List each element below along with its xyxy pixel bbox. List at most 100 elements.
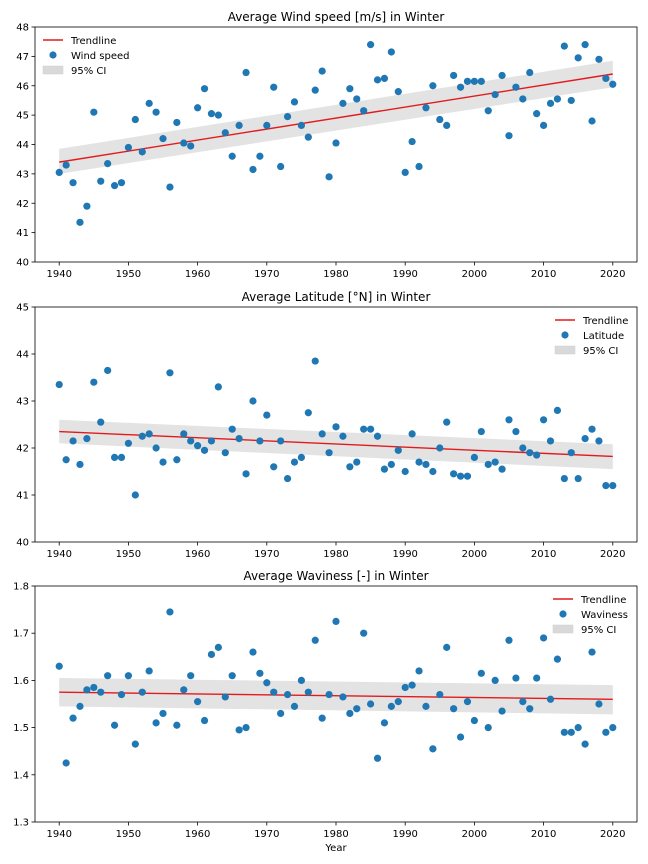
trendline <box>59 691 613 700</box>
data-point <box>166 369 174 377</box>
data-point <box>97 688 105 696</box>
data-point <box>588 117 596 125</box>
data-point <box>519 444 527 452</box>
data-point <box>277 437 285 445</box>
data-point <box>152 108 160 116</box>
data-point <box>207 110 216 118</box>
legend-ci-swatch <box>552 624 574 634</box>
data-point <box>131 740 139 748</box>
data-point <box>463 472 472 480</box>
legend-label-trendline: Trendline <box>70 36 116 47</box>
data-point <box>415 667 423 675</box>
x-tick-label: 2000 <box>462 829 487 840</box>
data-point <box>436 115 444 124</box>
data-point <box>401 683 409 692</box>
data-point <box>602 74 610 83</box>
data-point <box>159 709 167 718</box>
data-point <box>470 716 478 725</box>
data-point <box>574 724 582 732</box>
data-point <box>200 716 209 725</box>
data-point <box>145 430 153 438</box>
data-point <box>373 754 382 762</box>
data-point <box>456 733 465 741</box>
x-tick-label: 1950 <box>116 269 141 280</box>
x-tick-label: 2010 <box>531 829 556 840</box>
data-point <box>242 724 250 732</box>
data-point <box>221 129 229 137</box>
x-tick-label: 1970 <box>254 269 279 280</box>
data-point <box>138 148 146 156</box>
data-point <box>290 98 299 106</box>
data-point <box>304 133 312 141</box>
data-point <box>339 693 347 701</box>
data-point <box>207 437 216 445</box>
data-point <box>456 83 465 91</box>
data-point <box>477 669 485 677</box>
data-point <box>76 218 84 226</box>
data-point <box>228 672 236 680</box>
data-point <box>394 446 402 454</box>
data-point <box>159 135 167 143</box>
data-point <box>422 702 430 710</box>
data-point <box>491 90 499 99</box>
x-tick-label: 1960 <box>185 829 210 840</box>
data-point <box>55 662 63 670</box>
data-point <box>539 634 548 642</box>
wind-speed-chart: Average Wind speed [m/s] in Winter 40 41 4… <box>16 10 638 280</box>
data-point <box>339 99 347 107</box>
data-point <box>124 672 133 680</box>
data-point <box>194 698 202 706</box>
data-point <box>512 674 520 682</box>
legend-points-swatch <box>561 331 569 339</box>
data-point <box>83 686 91 694</box>
data-point <box>249 648 257 656</box>
data-point <box>401 467 409 476</box>
data-point <box>477 77 485 85</box>
data-point <box>283 112 292 121</box>
legend-label-trendline: Trendline <box>582 316 628 327</box>
x-tick-label: 2000 <box>462 269 487 280</box>
data-point <box>200 85 209 93</box>
data-point <box>124 143 133 152</box>
data-point <box>117 453 126 461</box>
y-tick-label: 1.3 <box>13 818 29 829</box>
data-point <box>263 411 271 419</box>
data-point <box>200 446 209 454</box>
data-point <box>519 95 527 103</box>
data-point <box>277 162 285 171</box>
x-tick-label: 1990 <box>392 829 417 840</box>
data-point <box>546 437 555 445</box>
y-tick-label: 44 <box>16 350 29 361</box>
y-tick-label: 1.5 <box>13 723 29 734</box>
data-point <box>90 108 98 116</box>
y-tick-label: 42 <box>16 199 29 210</box>
y-tick-label: 43 <box>16 169 29 180</box>
data-point <box>491 676 499 685</box>
x-tick-label: 1950 <box>116 829 141 840</box>
data-point <box>546 99 555 107</box>
data-point <box>567 728 575 736</box>
data-point <box>581 435 589 443</box>
x-tick-label: 1960 <box>185 269 210 280</box>
y-tick-label: 42 <box>16 444 29 455</box>
legend: Trendline Waviness 95% CI <box>552 595 628 636</box>
data-point <box>484 107 492 115</box>
data-point <box>498 707 506 715</box>
data-point <box>90 683 98 692</box>
data-point <box>242 470 250 478</box>
data-point <box>443 121 451 130</box>
data-point <box>249 165 257 174</box>
data-point <box>387 48 395 56</box>
data-point <box>173 118 181 127</box>
legend-points-swatch <box>559 610 567 618</box>
data-point <box>249 397 257 405</box>
data-point <box>76 702 84 710</box>
data-point <box>581 41 589 49</box>
data-point <box>380 465 389 473</box>
data-point <box>505 416 513 424</box>
ci-band <box>59 60 613 174</box>
y-tick-label: 45 <box>16 303 29 314</box>
x-tick-label: 2000 <box>462 549 487 560</box>
x-tick-label: 1980 <box>323 269 348 280</box>
